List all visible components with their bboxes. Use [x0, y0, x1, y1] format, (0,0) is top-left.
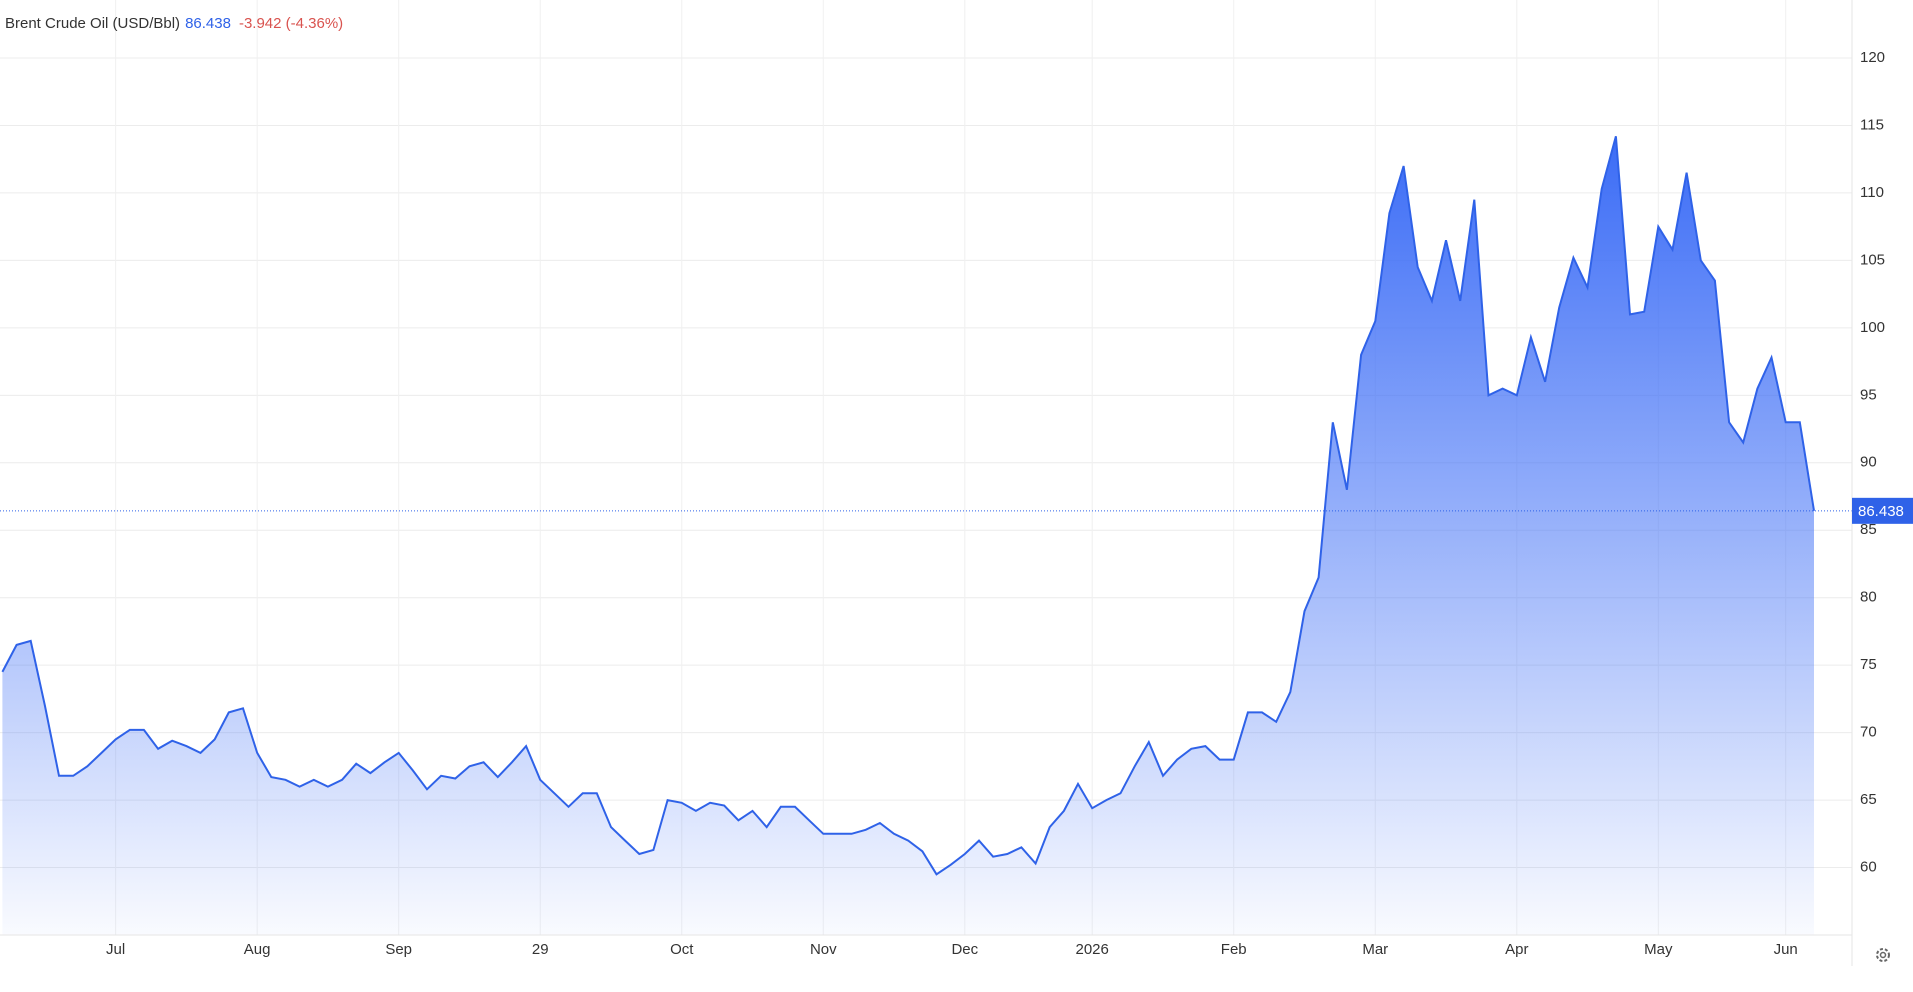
title: Brent Crude Oil (USD/Bbl) — [5, 15, 180, 32]
y-tick-label: 105 — [1860, 251, 1885, 268]
y-tick-label: 85 — [1860, 521, 1877, 538]
x-tick-label: Oct — [670, 941, 694, 958]
x-tick-label: May — [1644, 941, 1673, 958]
y-tick-label: 70 — [1860, 724, 1877, 741]
price-line — [1, 136, 1815, 876]
last-price-box — [1852, 497, 1913, 524]
y-tick-label: 120 — [1860, 49, 1885, 66]
x-tick-label: Feb — [1221, 941, 1247, 958]
y-tick-label: 110 — [1860, 184, 1884, 201]
y-tick-label: 60 — [1860, 859, 1877, 876]
x-tick-label: Nov — [810, 941, 837, 958]
plot-area — [0, 136, 1852, 936]
y-tick-label: 115 — [1860, 116, 1884, 133]
y-tick-label: 100 — [1860, 319, 1885, 336]
settings-icon[interactable] — [1876, 948, 1890, 962]
y-tick-label: 75 — [1860, 656, 1877, 673]
x-tick-label: Jun — [1774, 941, 1798, 958]
last-price: 86.438 — [185, 15, 231, 32]
header: Brent Crude Oil (USD/Bbl) 86.438 -3.942 (-… — [5, 15, 343, 32]
x-tick-label: Sep — [385, 941, 412, 958]
gear-outer — [1876, 948, 1890, 962]
y-tick-label: 95 — [1860, 386, 1877, 403]
gear-inner — [1879, 951, 1887, 959]
x-tick-label: Aug — [244, 941, 271, 958]
chart-title: Brent Crude Oil (USD/Bbl) 86.438 -3.942 (-… — [5, 15, 343, 32]
x-tick-label: 2026 — [1076, 941, 1109, 958]
x-tick-label: Apr — [1505, 941, 1528, 958]
x-tick-label: Mar — [1362, 941, 1388, 958]
y-tick-label: 90 — [1860, 454, 1877, 471]
x-tick-label: Dec — [951, 941, 978, 958]
area-fill — [2, 136, 1814, 936]
y-tick-label: 65 — [1860, 791, 1877, 808]
price-change: -3.942 (-4.36%) — [239, 15, 343, 32]
x-tick-label: Jul — [106, 941, 125, 958]
y-tick-label: 80 — [1860, 589, 1877, 606]
last-price-label: 86.438 — [1858, 503, 1904, 520]
x-tick-label: 29 — [532, 941, 549, 958]
